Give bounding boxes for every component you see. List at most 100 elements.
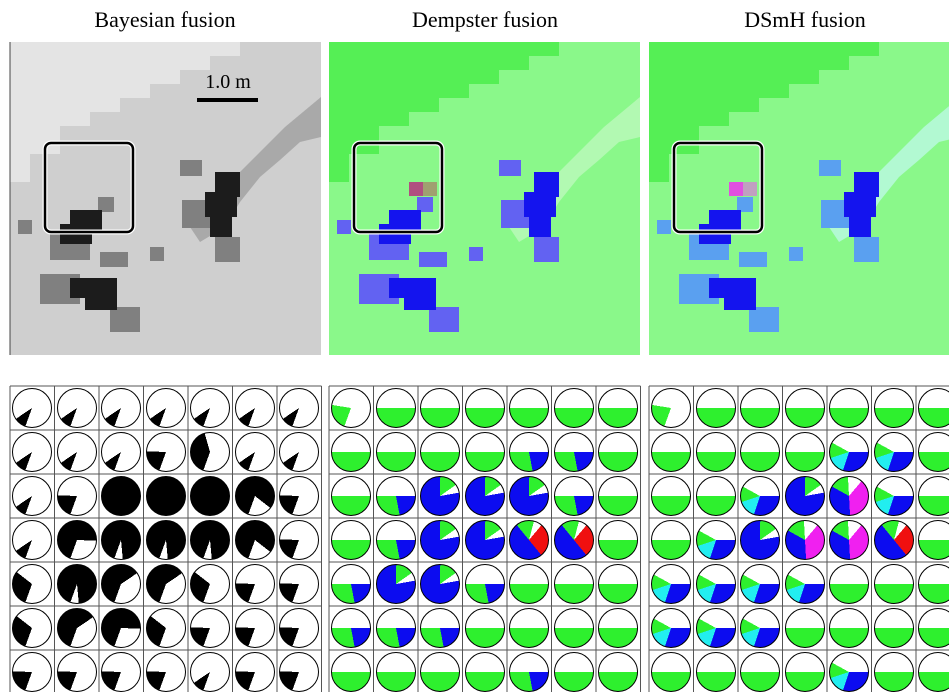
pie xyxy=(190,520,230,560)
pie xyxy=(465,652,505,692)
pie xyxy=(785,564,825,604)
pie xyxy=(740,608,780,648)
pie xyxy=(331,388,371,428)
page: {"titles": ["Bayesian fusion", "Dempster… xyxy=(0,0,949,692)
pie xyxy=(509,388,549,428)
pie xyxy=(874,652,914,692)
pie xyxy=(12,520,52,560)
pie xyxy=(554,608,594,648)
pie xyxy=(598,476,638,516)
pie xyxy=(146,652,186,692)
pie xyxy=(146,476,186,516)
pie xyxy=(146,388,186,428)
pie xyxy=(740,520,780,560)
pie xyxy=(57,476,97,516)
pie xyxy=(918,564,949,604)
pie xyxy=(598,388,638,428)
pie xyxy=(829,608,869,648)
pie xyxy=(918,388,949,428)
pie xyxy=(509,432,549,472)
pie xyxy=(554,476,594,516)
pie xyxy=(918,608,949,648)
pie xyxy=(279,476,319,516)
pie xyxy=(785,520,825,560)
pie xyxy=(465,564,505,604)
pie xyxy=(279,608,319,648)
pie xyxy=(465,432,505,472)
pie xyxy=(376,564,416,604)
pie xyxy=(101,388,141,428)
pie xyxy=(829,432,869,472)
pie xyxy=(101,564,141,604)
pie xyxy=(696,432,736,472)
pie xyxy=(279,520,319,560)
pie xyxy=(376,388,416,428)
pie xyxy=(190,564,230,604)
pie xyxy=(874,432,914,472)
pie xyxy=(598,652,638,692)
pie xyxy=(376,432,416,472)
pie xyxy=(235,388,275,428)
pie xyxy=(874,520,914,560)
pie xyxy=(785,432,825,472)
pie xyxy=(420,608,460,648)
pie xyxy=(235,564,275,604)
pie xyxy=(146,608,186,648)
pie xyxy=(918,432,949,472)
pie xyxy=(874,608,914,648)
pie xyxy=(509,652,549,692)
pie xyxy=(57,564,97,604)
pie xyxy=(12,432,52,472)
pie xyxy=(235,432,275,472)
pie xyxy=(554,652,594,692)
pie xyxy=(235,652,275,692)
pie xyxy=(651,652,691,692)
pie xyxy=(509,520,549,560)
pie xyxy=(785,476,825,516)
pie xyxy=(465,520,505,560)
pie xyxy=(420,432,460,472)
pie xyxy=(420,388,460,428)
pie xyxy=(829,520,869,560)
pie xyxy=(785,608,825,648)
dsmh-image xyxy=(649,42,949,355)
dempster-image xyxy=(329,42,640,355)
panel-title: Dempster fusion xyxy=(412,7,558,32)
pie xyxy=(101,608,141,648)
pie xyxy=(696,608,736,648)
pie xyxy=(12,476,52,516)
pie xyxy=(651,608,691,648)
pie xyxy=(101,432,141,472)
pie xyxy=(57,652,97,692)
pie xyxy=(190,476,230,516)
pie xyxy=(235,520,275,560)
pie xyxy=(785,652,825,692)
pie xyxy=(598,564,638,604)
pie xyxy=(465,608,505,648)
pie xyxy=(57,432,97,472)
pie xyxy=(740,652,780,692)
pie xyxy=(696,476,736,516)
pie xyxy=(190,388,230,428)
panel-title: DSmH fusion xyxy=(744,7,866,32)
pie xyxy=(331,564,371,604)
pie xyxy=(509,608,549,648)
pie xyxy=(740,432,780,472)
pie xyxy=(918,520,949,560)
pie xyxy=(696,652,736,692)
pie xyxy=(874,564,914,604)
pie xyxy=(598,432,638,472)
pie xyxy=(598,520,638,560)
pie xyxy=(57,608,97,648)
pie xyxy=(420,652,460,692)
pie xyxy=(874,388,914,428)
pie xyxy=(465,388,505,428)
pie xyxy=(740,388,780,428)
pie xyxy=(101,476,141,516)
pie xyxy=(420,476,460,516)
pie xyxy=(651,388,691,428)
pie xyxy=(235,476,275,516)
pie xyxy=(279,388,319,428)
pie xyxy=(279,564,319,604)
pie xyxy=(740,476,780,516)
